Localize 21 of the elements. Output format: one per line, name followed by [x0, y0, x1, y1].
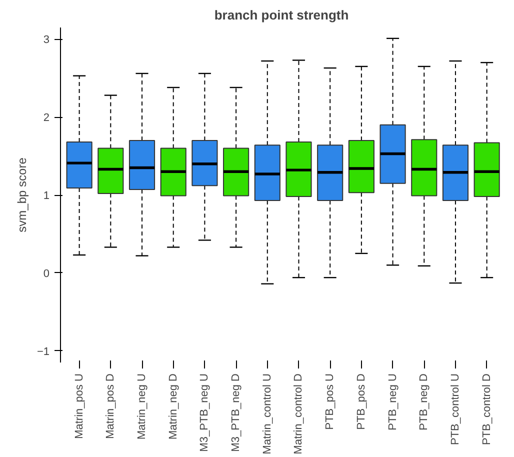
x-tick-label: Matrin_control D — [292, 373, 305, 454]
x-tick-label: M3_PTB_neg U — [198, 373, 211, 452]
y-axis-title: svm_bp score — [14, 157, 29, 232]
y-tick-label: 3 — [43, 34, 50, 46]
x-tick-label: Matrin_pos U — [73, 373, 86, 439]
x-tick-label: PTB_pos D — [355, 373, 368, 430]
y-tick-label: 0 — [43, 268, 50, 280]
y-tick-label: 2 — [43, 112, 50, 124]
chart-title: branch point strength — [214, 8, 349, 22]
y-tick-label: −1 — [36, 346, 50, 358]
x-tick-label: PTB_neg U — [386, 373, 399, 430]
x-tick-label: Matrin_control U — [261, 373, 274, 454]
y-tick-label: 1 — [43, 190, 50, 202]
x-tick-label: PTB_neg D — [418, 373, 430, 430]
x-tick-label: PTB_control U — [449, 373, 462, 446]
x-tick-label: M3_PTB_neg D — [230, 373, 242, 452]
x-tick-label: PTB_pos U — [324, 373, 336, 430]
x-tick-label: Matrin_pos D — [104, 373, 117, 439]
x-tick-label: Matrin_neg U — [136, 373, 148, 440]
x-tick-label: Matrin_neg D — [167, 373, 180, 440]
x-tick-label: PTB_control D — [480, 373, 493, 446]
